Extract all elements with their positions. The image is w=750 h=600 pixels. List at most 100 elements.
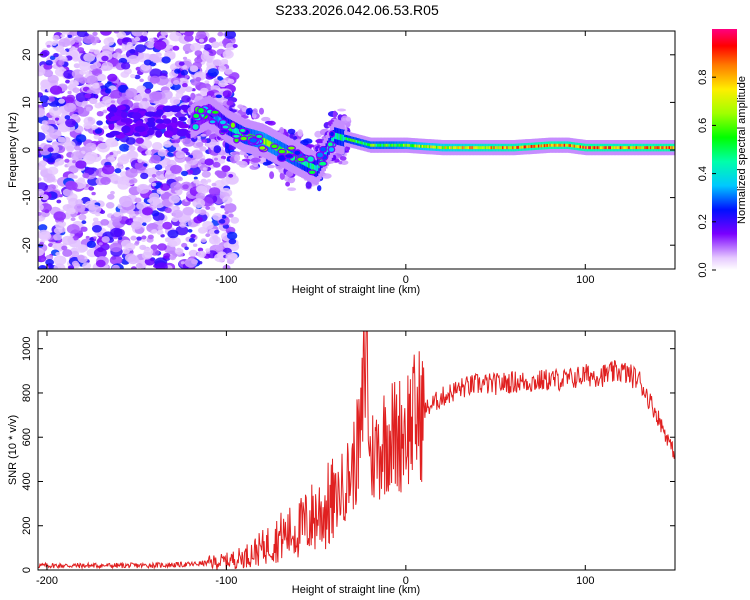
spectrogram-noise-cell (89, 97, 98, 105)
spectrogram-ridge-core (414, 144, 417, 148)
spectrogram-ridge-core (484, 146, 487, 150)
spectrogram-ridge-core (519, 145, 522, 149)
spectrogram-ridge-core (586, 146, 589, 150)
spectrogram-ridge-core (403, 143, 405, 147)
spectrogram-noise-cell (128, 150, 138, 158)
spectrogram-ridge-core (473, 146, 476, 150)
spectrogram-drift-cell (236, 161, 245, 166)
spectrogram-noise-cell (47, 157, 55, 163)
spectrogram-noise-cell (53, 53, 59, 58)
spectrogram-noise-cell (204, 158, 214, 166)
spectrogram-noise-cell (86, 89, 93, 95)
spectrogram-ridge-core (367, 143, 370, 146)
spectrogram-ridge-core (545, 144, 548, 147)
spectrogram-noise-cell (154, 164, 163, 171)
spectrogram-ridge-core (601, 146, 604, 150)
spectrogram-ridge-core (520, 145, 523, 149)
spectrogram-noise-cell (161, 56, 171, 64)
spectrogram-ridge-core (448, 146, 451, 150)
spectrogram-ridge-core (464, 146, 467, 150)
spectrogram-ridge-core (394, 143, 397, 147)
spectrogram-ridge-core (371, 143, 374, 147)
spectrogram-ridge-core (596, 146, 599, 150)
spectrogram-noise-cell (38, 107, 45, 116)
spectrogram-x-tick-label: -200 (36, 274, 58, 286)
spectrogram-ridge-core (591, 146, 593, 150)
spectrogram-noise-cell (111, 264, 120, 269)
spectrogram-noise-cell (46, 44, 51, 48)
spectrogram-band-cell (178, 116, 187, 122)
spectrogram-ridge-core (602, 146, 605, 150)
spectrogram-noise-cell (172, 142, 180, 148)
spectrogram-noise-cell (54, 158, 65, 166)
spectrogram-noise-cell (84, 93, 91, 99)
spectrogram-ridge-core (278, 145, 281, 152)
spectrogram-ridge-core (665, 146, 668, 150)
spectrogram-noise-cell (63, 69, 76, 79)
spectrogram-ridge-core (345, 137, 348, 141)
spectrogram-noise-cell (180, 261, 185, 265)
spectrogram-noise-cell (220, 58, 229, 65)
spectrogram-ridge-core (500, 146, 503, 150)
spectrogram-noise-cell (200, 238, 207, 243)
spectrogram-ridge-core (347, 137, 349, 141)
spectrogram-noise-cell (184, 75, 189, 79)
spectrogram-ridge-core (489, 146, 492, 150)
spectrogram-noise-cell (184, 34, 194, 42)
spectrogram-ridge-core (616, 146, 619, 150)
spectrogram-ridge-core (599, 146, 602, 150)
spectrogram-ridge-core (496, 146, 499, 150)
spectrogram-ridge-core (433, 145, 436, 149)
spectrogram-noise-cell (179, 221, 187, 228)
spectrogram-noise-cell (103, 125, 108, 130)
spectrogram-noise-cell (38, 66, 46, 77)
spectrogram-noise-cell (96, 111, 104, 117)
spectrogram-noise-cell (209, 206, 216, 211)
spectrogram-drift-cell (200, 133, 207, 137)
spectrogram-ridge-core (537, 144, 540, 148)
spectrogram-noise-cell (93, 49, 100, 55)
spectrogram-ridge-blob (229, 121, 237, 130)
spectrogram-noise-cell (228, 238, 237, 245)
spectrogram-noise-cell (178, 61, 185, 66)
spectrogram-ridge-core (306, 160, 309, 168)
spectrogram-ridge-core (668, 146, 671, 150)
spectrogram-ridge-core (444, 146, 447, 150)
spectrogram-ridge-core (314, 164, 316, 172)
spectrogram-drift-cell (261, 116, 271, 122)
spectrogram-noise-cell (161, 115, 167, 119)
spectrogram-noise-cell (61, 31, 69, 35)
spectrogram-noise-cell (69, 47, 80, 55)
spectrogram-noise-cell (184, 156, 192, 162)
spectrogram-noise-cell (160, 31, 169, 36)
spectrogram-noise-cell (142, 207, 153, 216)
spectrogram-drift-cell (190, 92, 196, 101)
spectrogram-ridge-blob (277, 148, 287, 155)
spectrogram-drift-cell (201, 139, 208, 143)
spectrogram-ridge-core (453, 146, 456, 150)
spectrogram-ridge-core (443, 146, 446, 150)
spectrogram-noise-cell (162, 221, 173, 230)
spectrogram-noise-cell (181, 242, 188, 248)
spectrogram-noise-cell (55, 117, 60, 121)
spectrogram-noise-cell (193, 176, 198, 180)
spectrogram-noise-cell (134, 74, 141, 80)
colorbar-tick-label: 0.4 (697, 166, 709, 181)
spectrogram-x-tick-label: -100 (215, 274, 237, 286)
spectrogram-noise-cell (197, 247, 204, 252)
spectrogram-y-tick-label: 0 (21, 147, 33, 153)
spectrogram-noise-cell (82, 262, 92, 269)
spectrogram-band-cell (162, 118, 172, 124)
spectrogram-noise-cell (222, 90, 232, 98)
spectrogram-noise-cell (175, 225, 189, 236)
spectrogram-noise-cell (53, 263, 66, 269)
spectrogram-ridge-core (377, 143, 380, 147)
spectrogram-band-cell (155, 130, 163, 138)
spectrogram-ridge-core (570, 144, 573, 148)
spectrogram-ridge-core (303, 159, 306, 166)
spectrogram-noise-cell (195, 192, 206, 201)
spectrogram-noise-cell (182, 56, 188, 60)
spectrogram-y-ticks: -20 -10 0 10 20 (21, 49, 675, 253)
spectrogram-ridge-core (190, 118, 193, 125)
spectrogram-noise-cell (189, 65, 199, 73)
